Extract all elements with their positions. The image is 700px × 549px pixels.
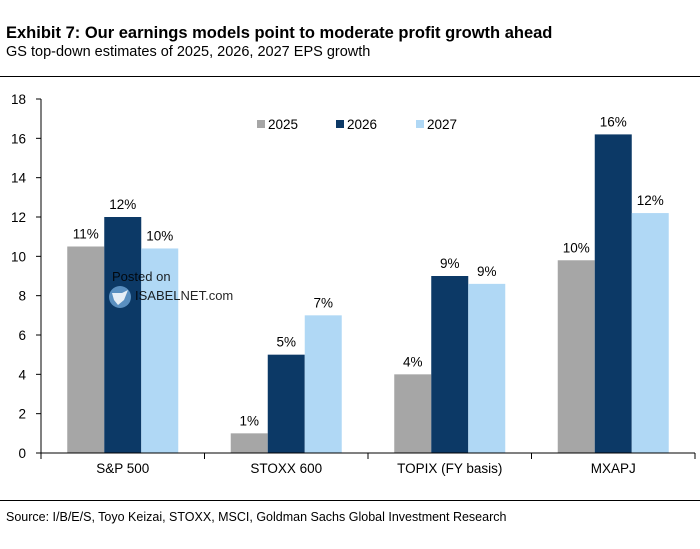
data-label: 7% — [313, 295, 333, 310]
legend-swatch — [257, 120, 265, 128]
legend-label: 2026 — [347, 117, 377, 132]
bottom-rule — [0, 500, 700, 501]
x-tick-label: TOPIX (FY basis) — [397, 461, 502, 476]
data-label: 12% — [637, 193, 664, 208]
bar — [431, 276, 469, 453]
legend-label: 2027 — [427, 117, 457, 132]
legend-swatch — [336, 120, 344, 128]
source-note: Source: I/B/E/S, Toyo Keizai, STOXX, MSC… — [6, 510, 507, 524]
bar — [267, 354, 305, 453]
bar — [104, 217, 142, 453]
y-tick-label: 2 — [18, 407, 26, 422]
y-tick-label: 4 — [18, 367, 26, 382]
data-label: 4% — [403, 354, 423, 369]
x-tick-label: STOXX 600 — [250, 461, 322, 476]
data-label: 16% — [600, 114, 627, 129]
x-axis: S&P 500 STOXX 600 TOPIX (FY basis) MXAPJ — [40, 452, 696, 476]
legend-swatch — [416, 120, 424, 128]
y-tick-label: 18 — [11, 92, 26, 107]
y-tick-label: 14 — [11, 171, 27, 186]
y-tick-label: 12 — [11, 210, 26, 225]
watermark-line1: Posted on — [112, 269, 171, 284]
data-label: 5% — [276, 335, 296, 350]
data-label: 12% — [109, 197, 136, 212]
y-tick-label: 10 — [11, 249, 26, 264]
bar — [594, 134, 632, 453]
y-tick-label: 6 — [18, 328, 26, 343]
y-tick-label: 0 — [18, 446, 26, 461]
watermark: Posted on ISABELNET.com — [109, 269, 233, 308]
bar — [141, 248, 179, 453]
y-tick-label: 16 — [11, 131, 26, 146]
isabelnet-logo-mark — [112, 290, 128, 305]
y-axis: 0 2 4 6 8 10 12 14 16 18 — [11, 92, 42, 461]
data-label: 9% — [440, 256, 460, 271]
y-tick-label: 8 — [18, 289, 26, 304]
x-tick-label: S&P 500 — [96, 461, 149, 476]
data-label: 10% — [146, 228, 173, 243]
bar — [304, 315, 342, 453]
x-tick-label: MXAPJ — [591, 461, 636, 476]
watermark-line2: ISABELNET.com — [135, 288, 233, 303]
bar — [468, 283, 506, 453]
legend: 2025 2026 2027 — [257, 117, 457, 132]
chart-subtitle: GS top-down estimates of 2025, 2026, 202… — [6, 44, 371, 60]
data-label: 10% — [563, 240, 590, 255]
bar — [631, 213, 669, 453]
bar — [557, 260, 595, 453]
bar — [67, 246, 105, 453]
bars: 11% 12% 10% 1% 5% 7% 4% 9% 9% 10% 16% 12% — [67, 114, 669, 453]
top-rule — [0, 76, 700, 77]
legend-label: 2025 — [268, 117, 298, 132]
data-label: 9% — [477, 264, 497, 279]
data-label: 1% — [239, 413, 259, 428]
bar — [394, 374, 432, 453]
bar — [230, 433, 268, 453]
chart-title: Exhibit 7: Our earnings models point to … — [6, 24, 553, 42]
data-label: 11% — [73, 227, 99, 242]
